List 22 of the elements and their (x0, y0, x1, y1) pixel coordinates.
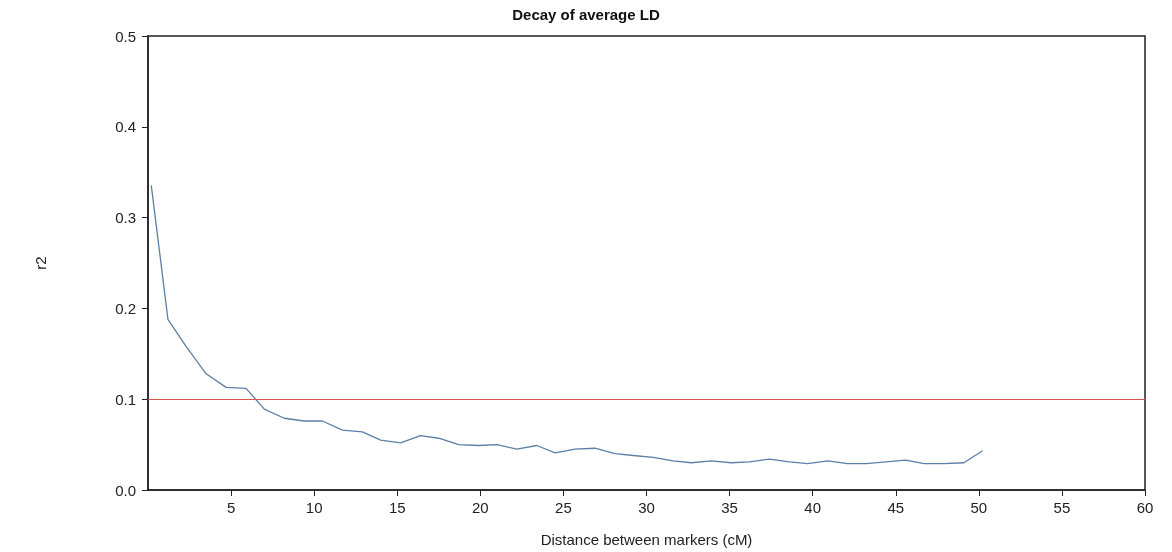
x-tick-label: 55 (1053, 499, 1071, 516)
x-tick-label: 20 (471, 499, 489, 516)
x-tick-label: 30 (638, 499, 655, 516)
chart-title: Decay of average LD (512, 6, 660, 23)
y-tick-label: 0.3 (115, 209, 136, 227)
x-tick-label: 5 (226, 499, 236, 516)
x-tick-label: 50 (970, 499, 988, 516)
x-tick-label: 25 (555, 499, 572, 516)
x-tick-label: 15 (388, 499, 406, 516)
x-tick-label: 60 (1136, 499, 1154, 516)
x-tick-label: 40 (804, 499, 822, 516)
x-axis-title: Distance between markers (cM) (540, 531, 753, 548)
x-tick-label: 35 (721, 499, 738, 516)
y-axis-title: r2 (32, 256, 49, 270)
x-tick-label: 45 (887, 499, 905, 516)
line-series (150, 185, 983, 465)
x-tick-label: 10 (305, 499, 323, 516)
y-tick-label: 0.2 (115, 299, 136, 317)
y-tick-label: 0.4 (115, 118, 136, 136)
y-tick-label: 0.1 (115, 390, 136, 408)
y-tick-label: 0.0 (115, 481, 136, 499)
y-tick-label: 0.5 (115, 27, 136, 45)
